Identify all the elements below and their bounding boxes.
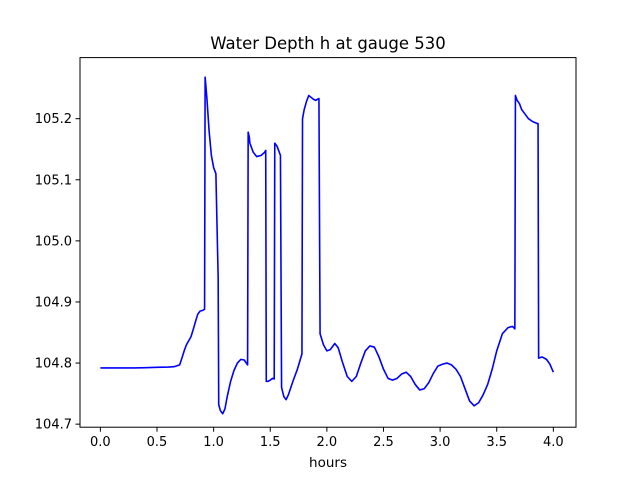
y-tick-label: 105.0 — [35, 234, 72, 249]
plot-area — [100, 76, 555, 415]
y-tick-label: 105.2 — [35, 112, 72, 127]
y-axis: 104.7 104.8 104.9 105.0 105.1 105.2 — [35, 112, 80, 433]
y-tick-label: 104.7 — [35, 418, 72, 433]
x-tick-label: 2.5 — [373, 435, 394, 450]
series-line-1 — [100, 76, 555, 415]
x-tick-label: 1.0 — [203, 435, 224, 450]
y-tick-label: 105.1 — [35, 173, 72, 188]
x-tick-label: 3.0 — [430, 435, 451, 450]
y-tick-label: 104.9 — [35, 295, 72, 310]
x-tick-label: 1.5 — [260, 435, 281, 450]
x-axis-label: hours — [309, 455, 347, 471]
plot-frame — [79, 57, 577, 428]
y-tick-label: 104.8 — [35, 357, 72, 372]
x-tick-label: 0.5 — [147, 435, 168, 450]
x-axis: 0.0 0.5 1.0 1.5 2.0 2.5 3.0 3.5 4.0 — [90, 427, 564, 450]
chart-title: Water Depth h at gauge 530 — [210, 34, 445, 53]
x-tick-label: 3.5 — [486, 435, 507, 450]
x-tick-label: 2.0 — [317, 435, 338, 450]
x-tick-label: 4.0 — [543, 435, 564, 450]
x-tick-label: 0.0 — [90, 435, 111, 450]
